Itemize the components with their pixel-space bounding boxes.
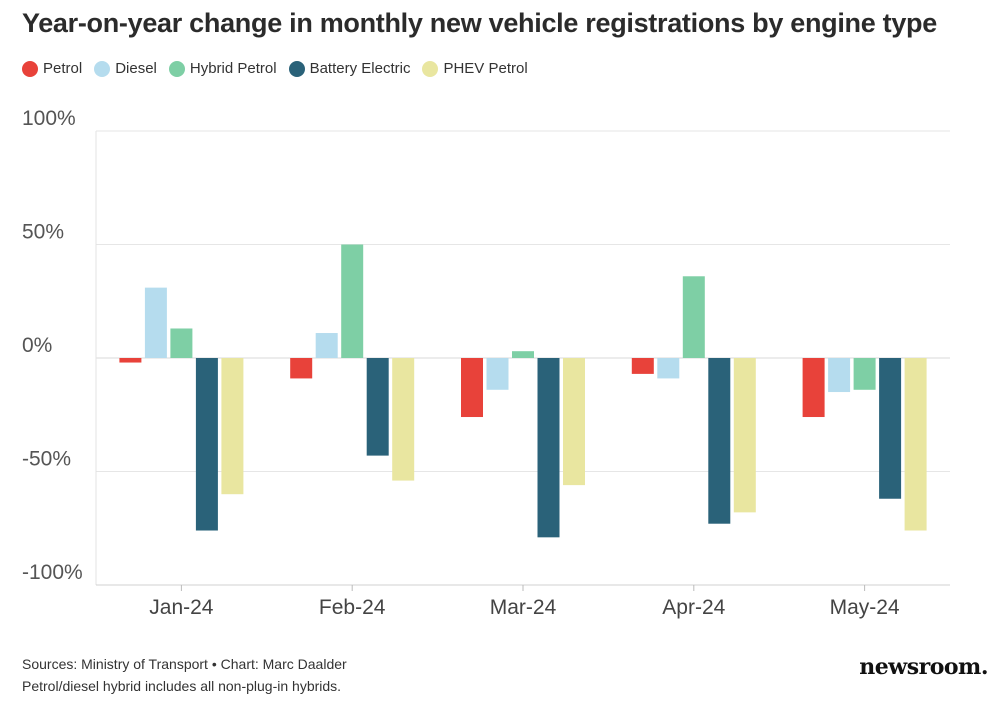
bar-phev-petrol-may-24 [904,358,927,531]
x-tick-label: May-24 [830,596,900,619]
bar-phev-petrol-mar-24 [563,358,585,486]
bar-battery-electric-jan-24 [195,358,218,531]
legend-item-battery-electric: Battery Electric [288,60,411,77]
bar-petrol-feb-24 [290,358,313,379]
legend-label-hybrid-petrol: Hybrid Petrol [189,60,277,77]
legend-label-petrol: Petrol [43,60,83,77]
brand-logo: newsroom. [859,654,988,680]
x-tick-label: Jan-24 [149,596,214,619]
bar-chart: 100% 50% 0% -50% -100% Jan-24 Feb-24 Mar-24 Apr-… [22,107,950,619]
bar-diesel-mar-24 [486,358,509,390]
bar-hybrid-petrol-may-24 [853,358,876,390]
bar-hybrid-petrol-feb-24 [341,244,364,358]
bar-battery-electric-may-24 [879,358,902,499]
bar-phev-petrol-feb-24 [392,358,415,481]
bar-petrol-apr-24 [631,358,654,374]
bar-petrol-jan-24 [119,358,142,363]
bar-diesel-jan-24 [144,287,167,358]
hybrid-note: Petrol/diesel hybrid includes all non-pl… [22,678,342,694]
chart-title: Year-on-year change in monthly new vehic… [22,8,937,38]
bar-petrol-mar-24 [461,358,483,418]
y-tick-label: -100% [22,561,83,584]
legend-item-phev-petrol: PHEV Petrol [422,60,528,77]
legend-swatch-petrol [22,60,38,77]
bar-battery-electric-apr-24 [708,358,731,524]
legend-label-battery-electric: Battery Electric [309,60,411,77]
legend-label-diesel: Diesel [115,60,157,77]
y-tick-label: -50% [22,448,71,471]
bar-battery-electric-feb-24 [366,358,389,456]
bar-diesel-feb-24 [315,333,338,358]
bar-battery-electric-mar-24 [537,358,560,538]
legend-swatch-diesel [94,60,111,77]
bar-diesel-apr-24 [657,358,680,379]
legend-swatch-battery-electric [288,60,305,77]
bar-hybrid-petrol-apr-24 [682,276,705,358]
legend: Petrol Diesel Hybrid Petrol Battery Elec… [22,60,540,77]
legend-swatch-hybrid-petrol [168,60,185,77]
x-tick-label: Feb-24 [319,596,386,619]
sources-note: Sources: Ministry of Transport • Chart: … [22,656,347,672]
bar-phev-petrol-jan-24 [221,358,244,495]
legend-item-petrol: Petrol [22,60,82,77]
legend-label-phev-petrol: PHEV Petrol [443,60,528,77]
legend-swatch-phev-petrol [422,60,439,77]
y-tick-label: 100% [22,107,76,130]
legend-item-diesel: Diesel [94,60,157,77]
bar-hybrid-petrol-jan-24 [170,328,193,358]
footer: Sources: Ministry of Transport • Chart: … [22,653,347,697]
bar-diesel-may-24 [828,358,851,393]
y-tick-label: 0% [22,334,52,357]
legend-item-hybrid-petrol: Hybrid Petrol [168,60,277,77]
bar-phev-petrol-apr-24 [733,358,756,513]
x-tick-label: Mar-24 [490,596,557,619]
x-tick-label: Apr-24 [662,596,725,619]
y-tick-label: 50% [22,221,64,244]
bar-hybrid-petrol-mar-24 [512,351,534,358]
bar-petrol-may-24 [802,358,825,418]
